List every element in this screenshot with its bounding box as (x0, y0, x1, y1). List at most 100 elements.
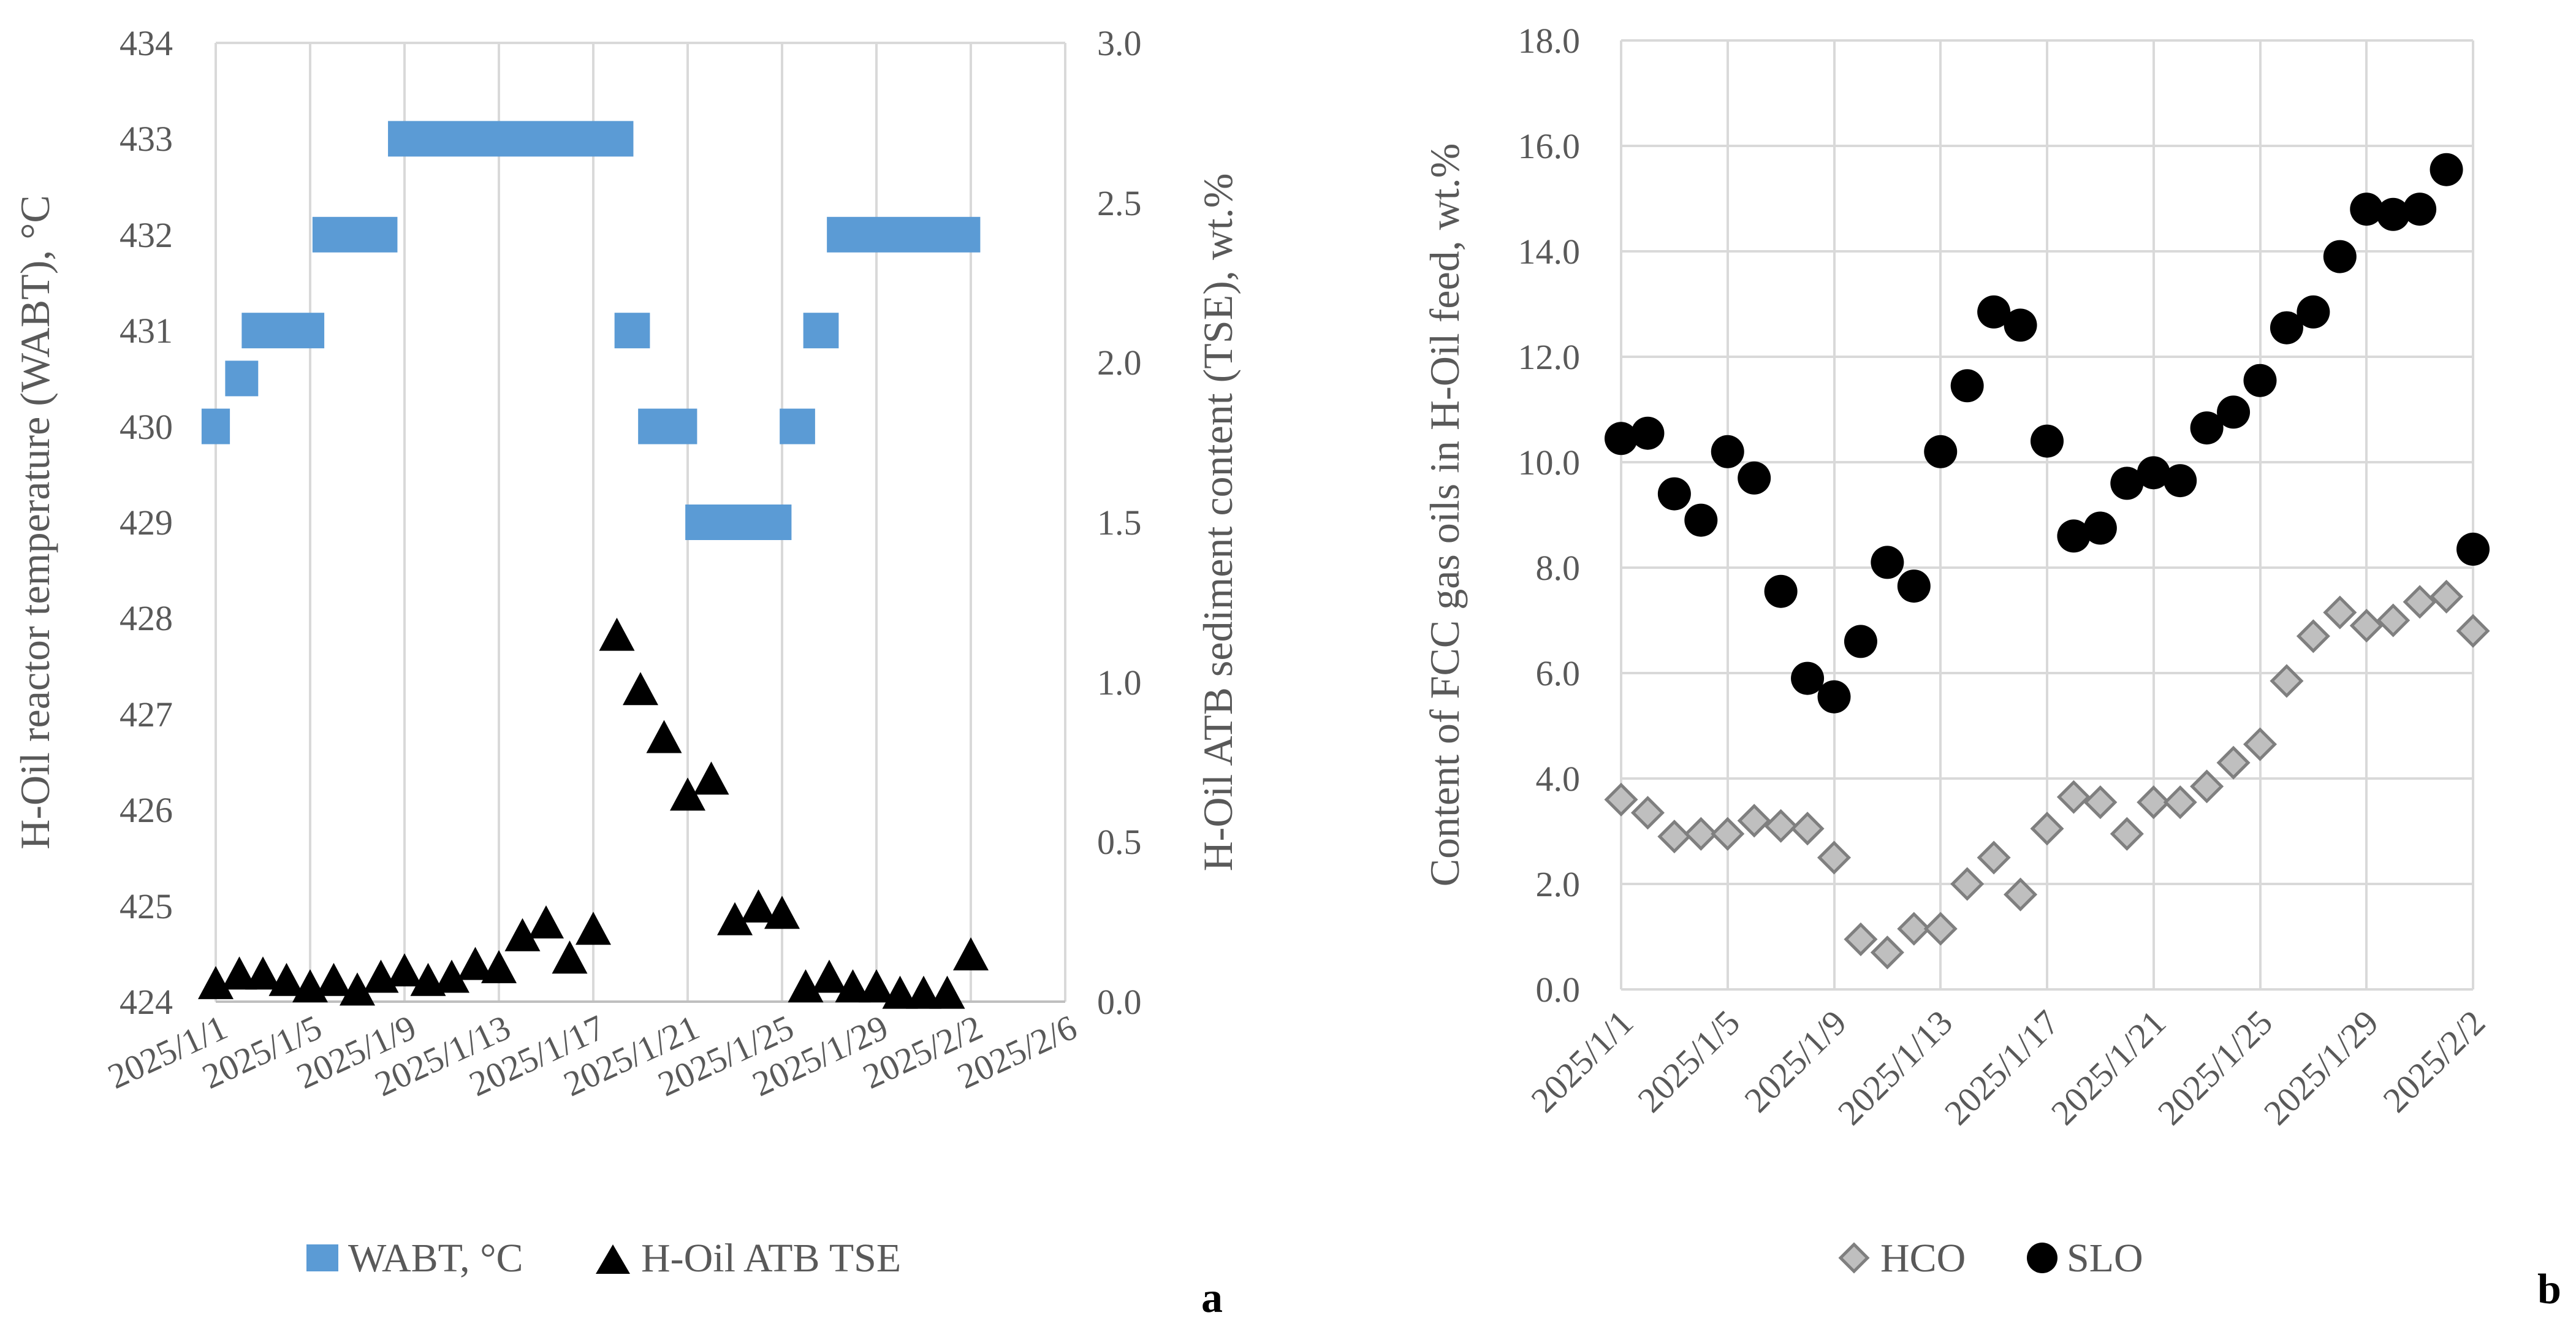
chart-b-ytick-7: 14.0 (1518, 232, 1581, 272)
tse-point-31 (929, 975, 965, 1009)
chart-b-ytick-8: 16.0 (1518, 126, 1581, 166)
chart-a-panel-label: a (1201, 1274, 1223, 1322)
hco-point-7 (1790, 812, 1825, 846)
slo-point-10 (1871, 546, 1904, 579)
chart-b-y-axis-title: Content of FCC gas oils in H-Oil feed, w… (1421, 143, 1468, 887)
slo-point-15 (2004, 308, 2037, 342)
chart-a-legend-tse-swatch (596, 1244, 630, 1274)
chart-b-ytick-2: 4.0 (1536, 759, 1581, 799)
tse-point-15 (552, 940, 588, 974)
slo-point-11 (1897, 569, 1931, 603)
wabt-bar-7 (685, 505, 792, 540)
hco-point-9 (1844, 922, 1878, 956)
chart-b-ytick-5: 10.0 (1518, 443, 1581, 482)
chart-a-legend: WABT, °C H-Oil ATB TSE (306, 1236, 901, 1281)
slo-point-32 (2456, 532, 2490, 566)
wabt-bar-4 (388, 121, 634, 157)
chart-a-ytick-7: 431 (120, 311, 173, 351)
chart-b-ytick-3: 6.0 (1536, 653, 1581, 693)
slo-point-17 (2057, 519, 2091, 553)
slo-point-20 (2137, 456, 2170, 490)
wabt-bar-1 (225, 360, 259, 397)
hco-point-13 (1950, 867, 1985, 901)
chart-b-ytick-4: 8.0 (1536, 548, 1581, 588)
slo-point-31 (2430, 153, 2463, 186)
chart-a-y2tick-2: 1.0 (1097, 663, 1142, 703)
hco-point-6 (1764, 809, 1798, 843)
slo-point-1 (1631, 416, 1665, 450)
hco-point-5 (1737, 804, 1771, 838)
slo-point-5 (1738, 461, 1771, 495)
hco-point-8 (1817, 840, 1852, 875)
slo-point-14 (1977, 295, 2011, 329)
chart-a-legend-tse-label: H-Oil ATB TSE (641, 1236, 901, 1281)
chart-a-y2tick-3: 1.5 (1097, 503, 1142, 543)
tse-point-1 (221, 956, 257, 990)
hco-point-30 (2403, 585, 2437, 619)
hco-point-22 (2190, 769, 2224, 804)
chart-b-ytick-6: 12.0 (1518, 337, 1581, 377)
hco-point-27 (2323, 595, 2357, 630)
hco-point-18 (2083, 785, 2118, 820)
hco-point-19 (2110, 817, 2144, 851)
slo-point-27 (2323, 240, 2357, 273)
wabt-bar-2 (241, 313, 325, 349)
wabt-bar-3 (312, 216, 398, 253)
slo-point-2 (1657, 477, 1691, 511)
chart-a-y2tick-0: 0.0 (1097, 982, 1142, 1022)
tse-point-25 (788, 969, 824, 1003)
wabt-bar-10 (827, 216, 981, 253)
chart-b-legend-hco-label: HCO (1880, 1236, 1966, 1281)
hco-point-16 (2030, 812, 2064, 846)
chart-a-ytick-4: 428 (120, 598, 173, 638)
slo-point-3 (1684, 503, 1718, 537)
tse-point-2 (245, 956, 281, 990)
chart-a-ytick-6: 430 (120, 407, 173, 447)
chart-a-ytick-0: 424 (120, 982, 173, 1022)
tse-point-16 (576, 912, 611, 945)
hco-point-12 (1923, 912, 1958, 946)
wabt-bar-5 (614, 313, 650, 349)
tse-point-10 (434, 959, 469, 993)
tse-point-11 (457, 946, 493, 980)
slo-point-7 (1791, 661, 1825, 695)
chart-b-ytick-9: 18.0 (1518, 21, 1581, 61)
chart-b-legend-slo-swatch (2027, 1243, 2057, 1273)
chart-b-slo-series (1605, 153, 2490, 714)
slo-point-21 (2164, 464, 2197, 498)
tse-point-18 (623, 672, 658, 706)
hco-point-29 (2376, 603, 2411, 638)
tse-point-8 (387, 953, 422, 987)
chart-a-y2tick-4: 2.0 (1097, 343, 1142, 383)
hco-point-21 (2163, 785, 2197, 820)
tse-point-12 (481, 950, 517, 983)
tse-point-5 (316, 962, 352, 996)
chart-a-ytick-1: 425 (120, 886, 173, 926)
chart-a-y2tick-5: 2.5 (1097, 183, 1142, 223)
chart-a-legend-wabt-label: WABT, °C (348, 1236, 523, 1281)
chart-a-y2tick-6: 3.0 (1097, 23, 1142, 63)
slo-point-29 (2376, 197, 2410, 231)
chart-a-ytick-8: 432 (120, 215, 173, 255)
chart-a-ytick-2: 426 (120, 790, 173, 830)
hco-point-14 (1977, 840, 2011, 875)
slo-point-24 (2243, 364, 2277, 397)
slo-point-19 (2110, 466, 2144, 500)
tse-point-27 (835, 969, 871, 1003)
chart-b-y-ticks: 0.0 2.0 4.0 6.0 8.0 10.0 12.0 14.0 16.0 … (1518, 21, 1581, 1010)
chart-a-y-axis-title: H-Oil reactor temperature (WABT), °C (12, 195, 58, 850)
tse-point-3 (268, 962, 305, 996)
tse-point-26 (811, 959, 847, 993)
chart-b-panel-label: b (2537, 1266, 2561, 1313)
chart-a-y2-ticks: 0.0 0.5 1.0 1.5 2.0 2.5 3.0 (1097, 23, 1142, 1022)
hco-point-23 (2216, 745, 2251, 780)
slo-point-26 (2297, 295, 2330, 329)
hco-point-20 (2137, 785, 2171, 820)
chart-a-ytick-5: 429 (120, 503, 173, 543)
chart-b-ytick-0: 0.0 (1536, 970, 1581, 1010)
tse-point-17 (599, 617, 635, 651)
chart-a-y2tick-1: 0.5 (1097, 822, 1142, 862)
tse-point-6 (340, 972, 375, 1006)
